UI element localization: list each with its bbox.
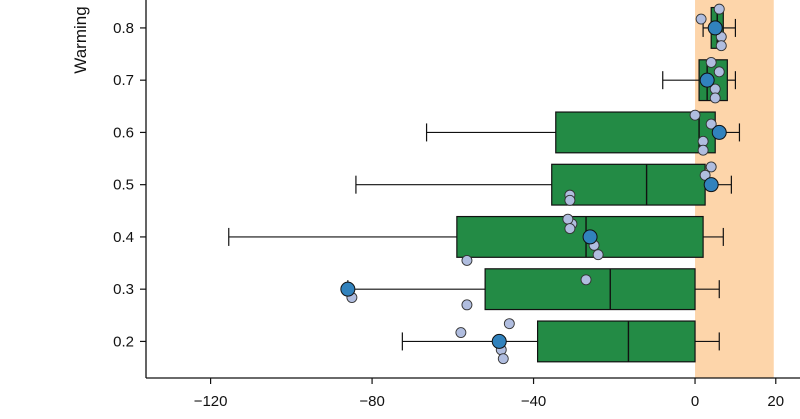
data-point (455, 327, 467, 338)
box-2 (228, 215, 724, 258)
point-layer (340, 3, 727, 365)
box-body (551, 163, 706, 206)
highlight-point (582, 229, 598, 245)
y-tick-label: 0.3 (113, 281, 134, 298)
highlight-point (707, 20, 723, 36)
data-point (705, 56, 717, 68)
data-point (461, 254, 473, 266)
box-0 (401, 320, 720, 363)
y-axis-label: Warming (71, 6, 90, 73)
y-tick-label: 0.4 (113, 229, 134, 246)
x-tick-label: −80 (359, 393, 384, 410)
data-point (715, 40, 727, 52)
x-tick-label: −40 (521, 393, 546, 410)
data-point (709, 92, 721, 104)
box-1 (347, 268, 720, 311)
box-3 (355, 163, 732, 206)
data-point (564, 194, 576, 206)
data-point (564, 223, 576, 235)
y-tick-label: 0.2 (113, 333, 134, 350)
box-4 (425, 111, 741, 154)
data-point (592, 249, 604, 261)
data-point (580, 274, 592, 286)
highlight-point (491, 333, 507, 349)
box-5 (662, 59, 737, 102)
data-point (689, 109, 701, 121)
y-tick-label: 0.7 (113, 72, 134, 89)
data-point (713, 66, 725, 78)
data-point (695, 13, 707, 25)
box-body (536, 320, 696, 363)
data-point (713, 3, 725, 15)
highlight-point (711, 124, 727, 140)
box-body (484, 268, 696, 311)
highlight-point (340, 281, 356, 297)
data-point (497, 353, 509, 365)
x-tick-label: 0 (691, 393, 699, 410)
y-tick-label: 0.5 (113, 177, 134, 194)
data-point (705, 161, 717, 173)
data-point (562, 213, 574, 225)
data-point (503, 318, 515, 330)
data-point (697, 144, 709, 156)
axis-layer: 0.2 0.3 0.4 0.5 0.6 0.7 0.8 −120 −80 −40 0 20 (113, 0, 800, 410)
highlight-point (699, 72, 715, 88)
x-tick-label: 20 (767, 393, 784, 410)
y-tick-label: 0.6 (113, 124, 134, 141)
data-point (705, 118, 717, 130)
box-body (456, 215, 704, 258)
box-layer (228, 6, 741, 363)
x-tick-label: −120 (194, 393, 228, 410)
data-point (461, 299, 473, 311)
highlight-point (703, 177, 719, 193)
y-tick-label: 0.8 (113, 20, 134, 37)
